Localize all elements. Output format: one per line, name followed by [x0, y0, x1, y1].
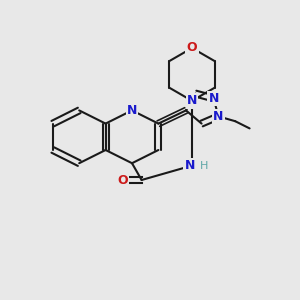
Text: N: N — [187, 94, 197, 107]
Text: N: N — [208, 92, 219, 105]
Text: N: N — [184, 159, 195, 172]
Text: O: O — [187, 41, 197, 55]
Text: H: H — [200, 160, 208, 171]
Text: N: N — [213, 110, 224, 123]
Text: O: O — [117, 173, 128, 187]
Text: N: N — [127, 104, 137, 117]
